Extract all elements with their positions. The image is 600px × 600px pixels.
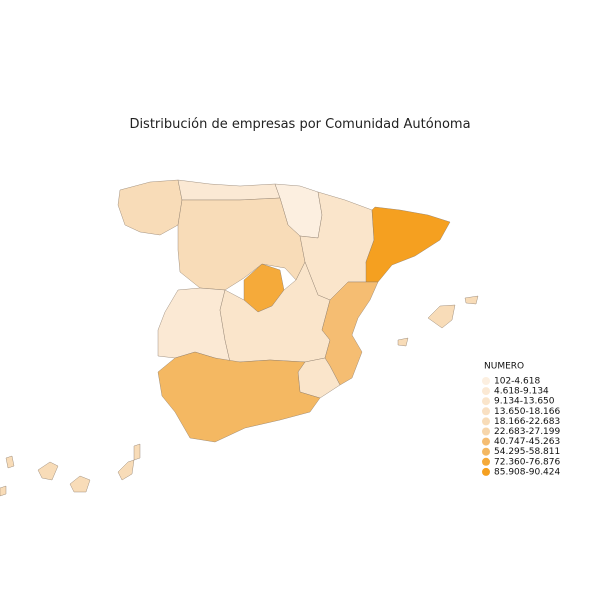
legend-swatch [482,387,490,396]
legend: 102-4.6184.618-9.1349.134-13.65013.650-1… [482,377,561,477]
region [177,197,306,291]
legend-label: 9.134-13.650 [494,397,555,407]
legend-label: 40.747-45.263 [494,437,560,447]
legend-swatch [482,397,490,406]
region [0,485,7,497]
regions [0,179,479,497]
legend-label: 18.166-22.683 [494,417,560,427]
region [427,304,456,329]
region [37,461,59,481]
region [397,337,409,347]
legend-label: 102-4.618 [494,377,540,387]
legend-label: 72.360-76.876 [494,457,561,467]
region [157,351,321,443]
region [117,179,183,236]
region [365,206,451,283]
region [177,179,281,201]
region [69,475,91,493]
region [117,459,135,481]
legend-swatch [482,467,490,476]
legend-swatch [482,417,490,426]
legend-swatch [482,407,490,416]
region [157,287,231,363]
legend-swatch [482,447,490,456]
legend-label: 4.618-9.134 [494,387,549,397]
legend-swatch [482,377,490,385]
legend-swatch [482,437,490,446]
legend-label: 22.683-27.199 [494,427,561,437]
region [5,455,15,469]
legend-label: 85.908-90.424 [494,467,561,477]
legend-swatch [482,427,490,436]
legend-swatch [482,457,490,466]
region [321,281,379,386]
legend-label: 54.295-58.811 [494,447,560,457]
region [464,295,479,305]
legend-label: 13.650-18.166 [494,407,561,417]
legend-title: NUMERO [484,362,524,372]
map-title: Distribución de empresas por Comunidad A… [129,117,470,132]
region [133,443,141,461]
